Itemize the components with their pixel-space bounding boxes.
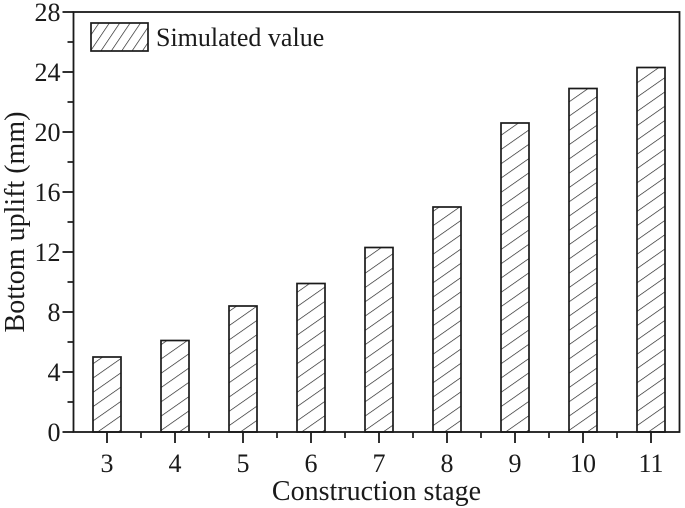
bar-stage-3	[92, 356, 122, 433]
bar-stage-4	[160, 339, 190, 433]
x-tick-label: 11	[638, 449, 663, 478]
x-tick-label: 4	[169, 449, 182, 478]
bar-stage-5	[228, 305, 258, 433]
legend-group: Simulated value	[90, 22, 324, 52]
x-tick-label: 7	[373, 449, 386, 478]
y-tick-label: 0	[48, 418, 61, 447]
y-tick-label: 20	[35, 118, 61, 147]
y-tick-label: 28	[35, 0, 61, 27]
y-tick-label: 8	[48, 298, 61, 327]
x-tick-label: 8	[441, 449, 454, 478]
bars-group	[92, 66, 666, 433]
legend-label: Simulated value	[156, 23, 324, 52]
bar-stage-10	[568, 87, 598, 433]
axes-group	[62, 11, 681, 443]
bar-stage-7	[364, 246, 394, 433]
x-axis-title: Construction stage	[272, 476, 481, 507]
y-axis-title: Bottom uplift (mm)	[0, 112, 31, 333]
y-tick-label: 24	[35, 58, 61, 87]
legend-hatch-swatch	[90, 22, 149, 52]
x-tick-label: 9	[509, 449, 522, 478]
bar-stage-11	[636, 66, 666, 433]
y-tick-label: 12	[35, 238, 61, 267]
labels-group: 0 4 8 12 16 20 24 28 3 4 5 6 7 8 9 10 11 Construction sta…	[0, 0, 664, 507]
x-tick-label: 5	[237, 449, 250, 478]
bar-stage-9	[500, 122, 530, 433]
bar-stage-6	[296, 282, 326, 433]
bar-stage-8	[432, 206, 462, 433]
y-tick-label: 4	[48, 358, 61, 387]
y-tick-label: 16	[35, 178, 61, 207]
x-tick-label: 3	[101, 449, 114, 478]
x-tick-label: 6	[305, 449, 318, 478]
x-tick-label: 10	[570, 449, 596, 478]
